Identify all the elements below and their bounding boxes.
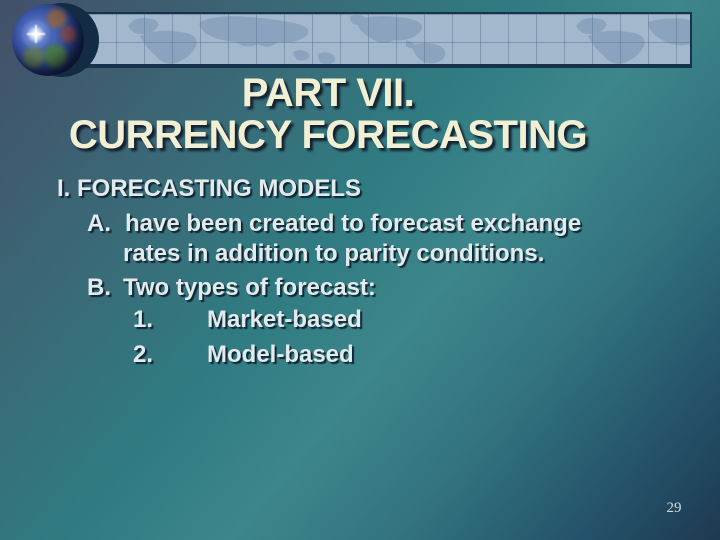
- outline-item-b-row: B. Two types of forecast:: [0, 273, 720, 303]
- globe-glint: [27, 25, 45, 43]
- item-a-text-line2: rates in addition to parity conditions.: [123, 240, 545, 267]
- outline-heading-row: I. FORECASTING MODELS: [0, 174, 720, 204]
- outline-heading: I. FORECASTING MODELS: [57, 175, 362, 202]
- item-b-marker: B.: [87, 274, 111, 301]
- outline-sub-item-1-row: 1. Market-based: [0, 305, 720, 335]
- item-b-text: Two types of forecast:: [123, 274, 376, 301]
- sub-item-2-marker: 2.: [133, 341, 154, 368]
- sub-item-1-text: Market-based: [207, 306, 362, 333]
- item-a-text-line1: have been created to forecast exchange: [125, 210, 582, 237]
- world-map-banner: [86, 12, 692, 68]
- slide-title: PART VII. CURRENCY FORECASTING: [58, 72, 598, 156]
- title-line-1: PART VII.: [241, 71, 415, 115]
- sub-item-2-text: Model-based: [207, 341, 354, 368]
- sub-item-1-marker: 1.: [133, 306, 154, 333]
- page-number: 29: [666, 500, 682, 516]
- globe-icon: [12, 4, 84, 76]
- banner-grid: [88, 14, 690, 64]
- title-line-2: CURRENCY FORECASTING: [68, 113, 588, 157]
- item-a-marker: A.: [87, 210, 111, 237]
- outline-sub-item-2-row: 2. Model-based: [0, 340, 720, 370]
- outline-item-a-row: A. have been created to forecast exchang…: [0, 209, 720, 239]
- outline-item-a-row2: rates in addition to parity conditions.: [0, 239, 720, 269]
